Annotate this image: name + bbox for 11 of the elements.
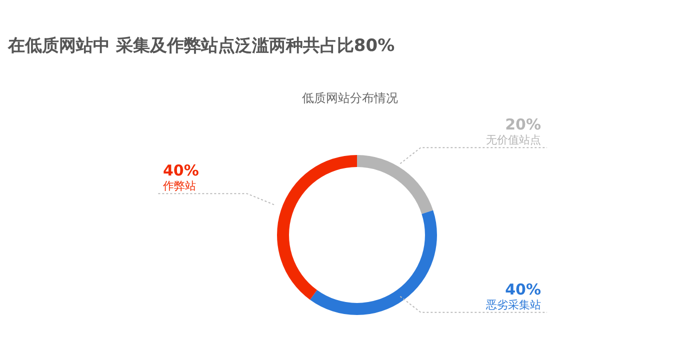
data-label: 40% (505, 280, 541, 298)
slice-label: 恶劣采集站 (485, 298, 541, 312)
slice-label: 作弊站 (162, 180, 196, 193)
chart-subtitle: 低质网站分布情况 (301, 90, 399, 107)
chart-title: 在低质网站中 采集及作弊站点泛滥两种共占比80% (8, 35, 395, 57)
donut-slice (310, 210, 437, 315)
data-label: 20% (505, 116, 541, 134)
donut-slice (357, 155, 434, 214)
data-label: 40% (163, 162, 199, 180)
slice-label: 无价值站点 (486, 134, 541, 147)
donut-slice (277, 155, 357, 300)
